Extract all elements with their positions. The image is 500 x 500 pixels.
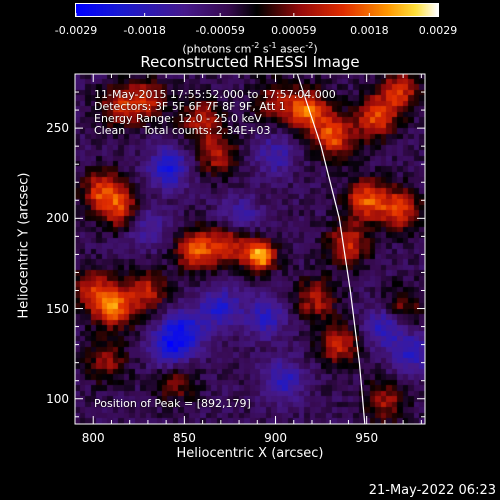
info-detectors: Detectors: 3F 5F 6F 7F 8F 9F, Att 1 bbox=[94, 100, 286, 113]
peak-position-label: Position of Peak = [892,179] bbox=[94, 397, 251, 410]
info-time-range: 11-May-2015 17:55:52.000 to 17:57:04.000 bbox=[94, 88, 336, 101]
colorbar-tick-label: -0.0029 bbox=[54, 24, 98, 37]
colorbar-ticks bbox=[75, 13, 439, 17]
y-tick-label: 200 bbox=[46, 211, 69, 226]
colorbar-tick-label: -0.00059 bbox=[195, 24, 245, 37]
solar-limb-line bbox=[296, 73, 366, 425]
info-total-counts: Clean Total counts: 2.34E+03 bbox=[94, 124, 271, 137]
colorbar-tick-label: -0.0018 bbox=[123, 24, 166, 37]
x-tick-label: 800 bbox=[81, 431, 105, 445]
y-tick-label: 250 bbox=[46, 121, 69, 136]
y-tick-label: 150 bbox=[46, 301, 69, 316]
x-tick-label: 900 bbox=[264, 431, 287, 445]
info-energy-range: Energy Range: 12.0 - 25.0 keV bbox=[94, 112, 262, 125]
y-tick-label: 100 bbox=[46, 391, 69, 406]
heatmap-image bbox=[75, 74, 425, 424]
x-tick-label: 850 bbox=[172, 431, 196, 445]
y-axis-label: Heliocentric Y (arcsec) bbox=[16, 172, 32, 319]
colorbar bbox=[75, 3, 439, 17]
chart-title: Reconstructed RHESSI Image bbox=[140, 53, 360, 71]
timestamp-footer: 21-May-2022 06:23 bbox=[368, 483, 496, 498]
plot-border bbox=[74, 73, 426, 425]
colorbar-tick-label: 0.00059 bbox=[271, 24, 317, 37]
x-axis-label: Heliocentric X (arcsec) bbox=[176, 446, 324, 461]
x-tick-label: 950 bbox=[355, 431, 379, 445]
colorbar-units: (photons cm-2 s-1 asec-2) bbox=[182, 41, 318, 56]
colorbar-tick-label: 0.0029 bbox=[418, 24, 458, 37]
colorbar-tick-label: 0.0018 bbox=[350, 24, 389, 37]
